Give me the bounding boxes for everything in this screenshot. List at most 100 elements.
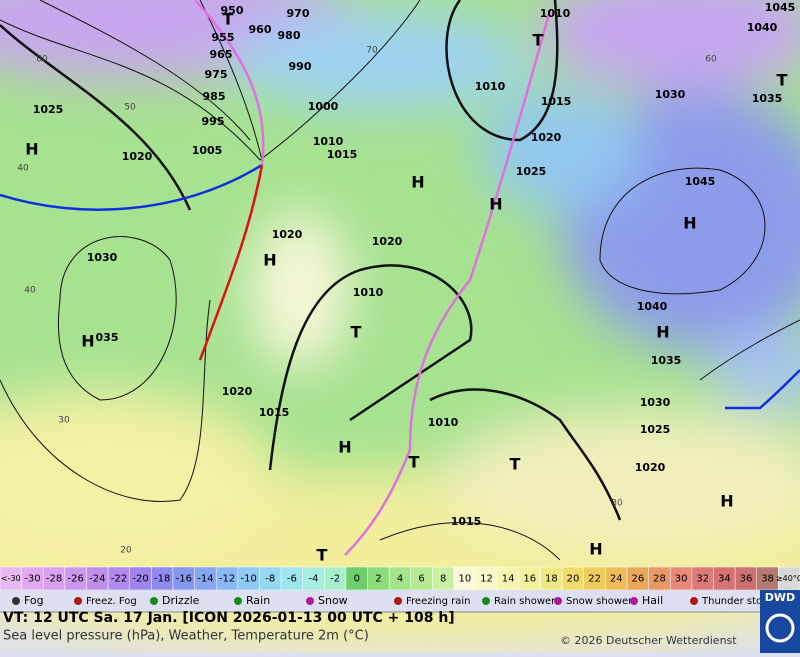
scale-label: 16 <box>523 574 536 585</box>
isobar-label: 1020 <box>272 228 303 241</box>
scale-label: -22 <box>111 574 127 585</box>
scale-label: <-30 <box>1 574 21 583</box>
scale-label: -14 <box>197 574 213 585</box>
scale-label: 8 <box>440 574 446 585</box>
isobar-label: 1040 <box>637 300 668 313</box>
legend-label: Thunder storm <box>701 596 776 607</box>
isobar-label: 960 <box>249 23 272 36</box>
scale-label: -8 <box>265 574 275 585</box>
copyright: © 2026 Deutscher Wetterdienst <box>560 634 737 647</box>
isobars <box>0 0 800 561</box>
isobar-label: 1010 <box>428 416 459 429</box>
isobar-label: 950 <box>221 4 244 17</box>
latitude-label: 60 <box>36 55 48 65</box>
isobar-label: 1020 <box>122 150 153 163</box>
isobar-label: 1030 <box>655 88 686 101</box>
isobar-label: 1015 <box>259 406 290 419</box>
weather-icon <box>690 597 698 605</box>
isobar-label: 1045 <box>685 175 716 188</box>
isobar-label: 1020 <box>222 385 253 398</box>
isobar-label: 1025 <box>33 103 64 116</box>
isobar-label: 955 <box>212 31 235 44</box>
scale-label: 22 <box>588 574 601 585</box>
weather-icon <box>630 597 638 605</box>
isobar-label: 1015 <box>327 148 358 161</box>
latitude-label: 40 <box>24 286 36 296</box>
scale-label: 34 <box>718 574 731 585</box>
scale-label: 12 <box>480 574 493 585</box>
valid-time: VT: 12 UTC Sa. 17 Jan. [ICON 2026-01-13 … <box>3 610 455 626</box>
scale: <-30 -30 -28 -26 -24 -22 -20 -18 -16 -14 -12 -10 -8-… <box>0 566 800 591</box>
isobar-label: 1010 <box>540 7 571 20</box>
isobar-label: 1020 <box>531 131 562 144</box>
weather-icon <box>150 597 158 605</box>
pressure-center: H <box>25 140 38 159</box>
weather-icon <box>234 597 242 605</box>
legend-label: Rain shower <box>494 596 556 607</box>
pressure-center: T <box>351 323 362 342</box>
latitude-label: 60 <box>705 55 717 65</box>
pressure-center: H <box>720 492 733 511</box>
scale-label: 6 <box>418 574 424 585</box>
legend-label: Freez. Fog <box>86 596 137 607</box>
scale-label: 28 <box>653 574 666 585</box>
isobar-label: 1010 <box>313 135 344 148</box>
isobar-label: 1005 <box>192 144 223 157</box>
pressure-center: H <box>589 540 602 559</box>
scale-label: -6 <box>287 574 297 585</box>
isobar-label: 1010 <box>353 286 384 299</box>
isobar-label: 1035 <box>651 354 682 367</box>
latitude-label: 70 <box>366 46 378 56</box>
legend-label: Freezing rain <box>406 596 470 607</box>
scale-label: 18 <box>545 574 558 585</box>
isobar-label: 1040 <box>747 21 778 34</box>
scale-label: 30 <box>675 574 688 585</box>
scale-label: -30 <box>24 574 40 585</box>
pressure-center: T <box>533 31 544 50</box>
latitude-label: 30 <box>58 416 70 426</box>
scale-label: -10 <box>240 574 256 585</box>
latitude-label: 40 <box>17 164 29 174</box>
scale-label: 32 <box>696 574 709 585</box>
description: Sea level pressure (hPa), Weather, Tempe… <box>3 629 369 644</box>
isobar-label: 970 <box>287 7 310 20</box>
scale-label: 26 <box>631 574 644 585</box>
weather-icon <box>74 597 82 605</box>
scale-label: -12 <box>219 574 235 585</box>
isobar-label: 1030 <box>87 251 118 264</box>
isobar-label: 1020 <box>635 461 666 474</box>
pressure-center: T <box>317 546 328 565</box>
scale-label: 2 <box>375 574 381 585</box>
isobar-label: 1000 <box>308 100 339 113</box>
isobar-label: 965 <box>210 48 233 61</box>
isobar-label: 1015 <box>541 95 572 108</box>
latitude-label: 50 <box>124 103 136 113</box>
weather-icon <box>554 597 562 605</box>
pressure-center: T <box>409 453 420 472</box>
legend-label: Drizzle <box>162 594 200 607</box>
fronts <box>0 0 800 556</box>
isobar-label: 980 <box>278 29 301 42</box>
scale-label: 0 <box>354 574 360 585</box>
legend-label: Rain <box>246 594 270 607</box>
weather-icon <box>394 597 402 605</box>
isobar-label: 1035 <box>752 92 783 105</box>
scale-label: 38 <box>761 574 774 585</box>
pressure-center: T <box>510 455 521 474</box>
logo-swirl <box>765 613 795 643</box>
legend-label: Fog <box>24 594 44 607</box>
isobar-label: 1010 <box>475 80 506 93</box>
legend-label: Snow <box>318 594 348 607</box>
isobar-label: 1015 <box>451 515 482 528</box>
isobar-label: 1025 <box>516 165 547 178</box>
pressure-center: H <box>263 251 276 270</box>
logo: DWD <box>765 591 795 604</box>
scale-label: -2 <box>330 574 340 585</box>
scale-label: -24 <box>89 574 105 585</box>
scale-label: 36 <box>740 574 753 585</box>
pressure-center: H <box>338 438 351 457</box>
scale-label: -28 <box>46 574 62 585</box>
scale-label: 14 <box>502 574 515 585</box>
